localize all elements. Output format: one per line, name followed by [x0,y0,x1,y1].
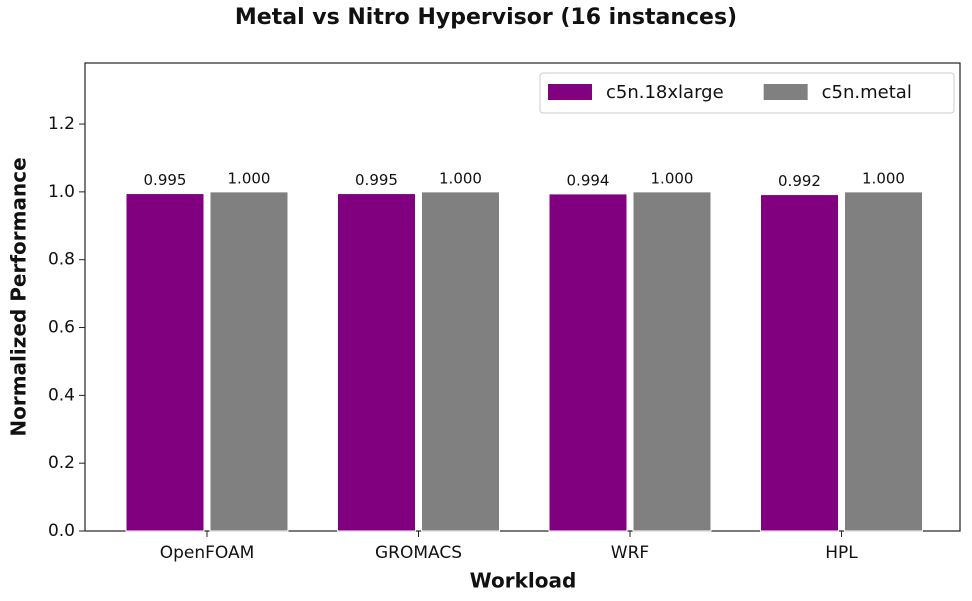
value-label: 0.995 [355,171,398,189]
x-tick-label: OpenFOAM [160,543,255,563]
value-label: 0.992 [778,172,821,190]
y-tick-label: 1.2 [48,114,75,134]
bar [421,191,500,532]
y-tick-label: 0.2 [48,453,75,473]
legend-swatch [763,84,808,100]
y-tick-label: 0.0 [48,521,75,541]
bar [632,191,712,532]
value-label: 0.994 [567,171,610,189]
chart-title: Metal vs Nitro Hypervisor (16 instances) [235,5,737,30]
x-tick-label: GROMACS [375,543,462,563]
legend-label: c5n.18xlarge [606,82,724,103]
bar [844,191,923,532]
legend-label: c5n.metal [822,82,912,103]
y-tick-label: 0.8 [48,250,75,270]
value-label: 1.000 [651,169,694,187]
y-tick-label: 0.6 [48,318,75,338]
y-tick-label: 0.4 [48,385,75,405]
bar [760,194,839,532]
x-tick-label: WRF [611,543,649,563]
value-label: 1.000 [862,169,905,187]
value-label: 1.000 [439,169,482,187]
legend-box [539,72,955,114]
x-axis-label: Workload [470,569,577,593]
bar [548,193,628,532]
legend-swatch [548,84,592,100]
y-axis-label: Normalized Performance [7,157,31,436]
plot-frame [84,62,961,532]
bar [209,191,289,532]
bar [125,193,205,532]
y-tick-label: 1.0 [48,182,75,202]
x-tick-label: HPL [825,543,858,563]
value-label: 1.000 [228,169,271,187]
value-label: 0.995 [144,171,187,189]
bar [337,193,416,532]
